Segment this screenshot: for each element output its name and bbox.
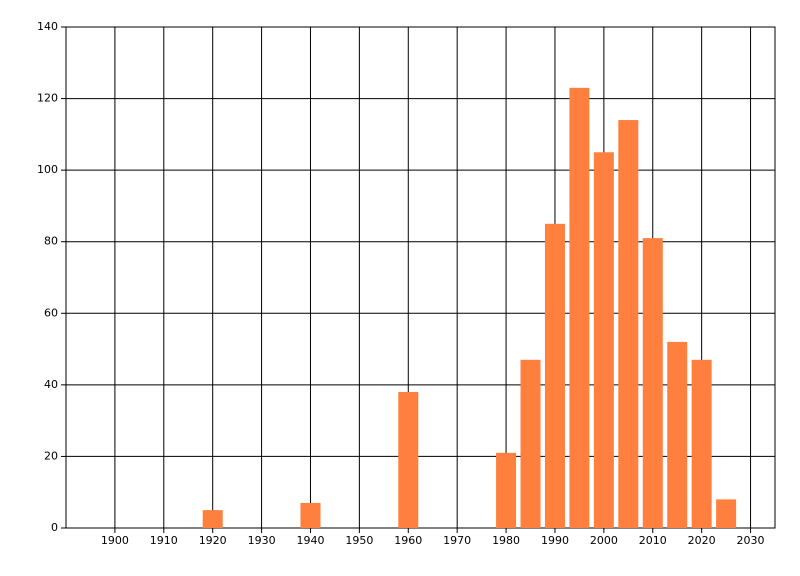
y-tick-label: 100	[37, 163, 58, 176]
y-tick-label: 40	[44, 378, 58, 391]
x-tick-label: 2000	[590, 534, 618, 547]
y-tick-label: 60	[44, 306, 58, 319]
y-tick-label: 80	[44, 235, 58, 248]
bar	[569, 87, 590, 528]
bar	[398, 392, 419, 528]
x-tick-label: 1960	[394, 534, 422, 547]
x-tick-label: 2010	[639, 534, 667, 547]
x-tick-label: 1920	[199, 534, 227, 547]
y-tick-label: 120	[37, 92, 58, 105]
y-tick-label: 0	[51, 521, 58, 534]
bar	[544, 223, 565, 529]
x-tick-label: 1990	[541, 534, 569, 547]
x-tick-label: 1940	[296, 534, 324, 547]
x-tick-label: 1910	[150, 534, 178, 547]
x-tick-label: 2030	[737, 534, 765, 547]
x-tick-label: 1970	[443, 534, 471, 547]
x-tick-label: 1950	[345, 534, 373, 547]
x-tick-label: 1930	[248, 534, 276, 547]
bar	[691, 359, 712, 528]
y-tick-label: 20	[44, 449, 58, 462]
bar	[618, 120, 639, 529]
bar	[202, 510, 223, 528]
bar	[300, 502, 321, 528]
x-tick-label: 1980	[492, 534, 520, 547]
bar	[496, 452, 517, 528]
bar	[593, 152, 614, 528]
x-tick-label: 2020	[688, 534, 716, 547]
y-tick-label: 140	[37, 20, 58, 33]
bar	[667, 341, 688, 528]
bar	[716, 499, 737, 528]
x-tick-label: 1900	[101, 534, 129, 547]
bar	[642, 238, 663, 528]
bar	[520, 359, 541, 528]
